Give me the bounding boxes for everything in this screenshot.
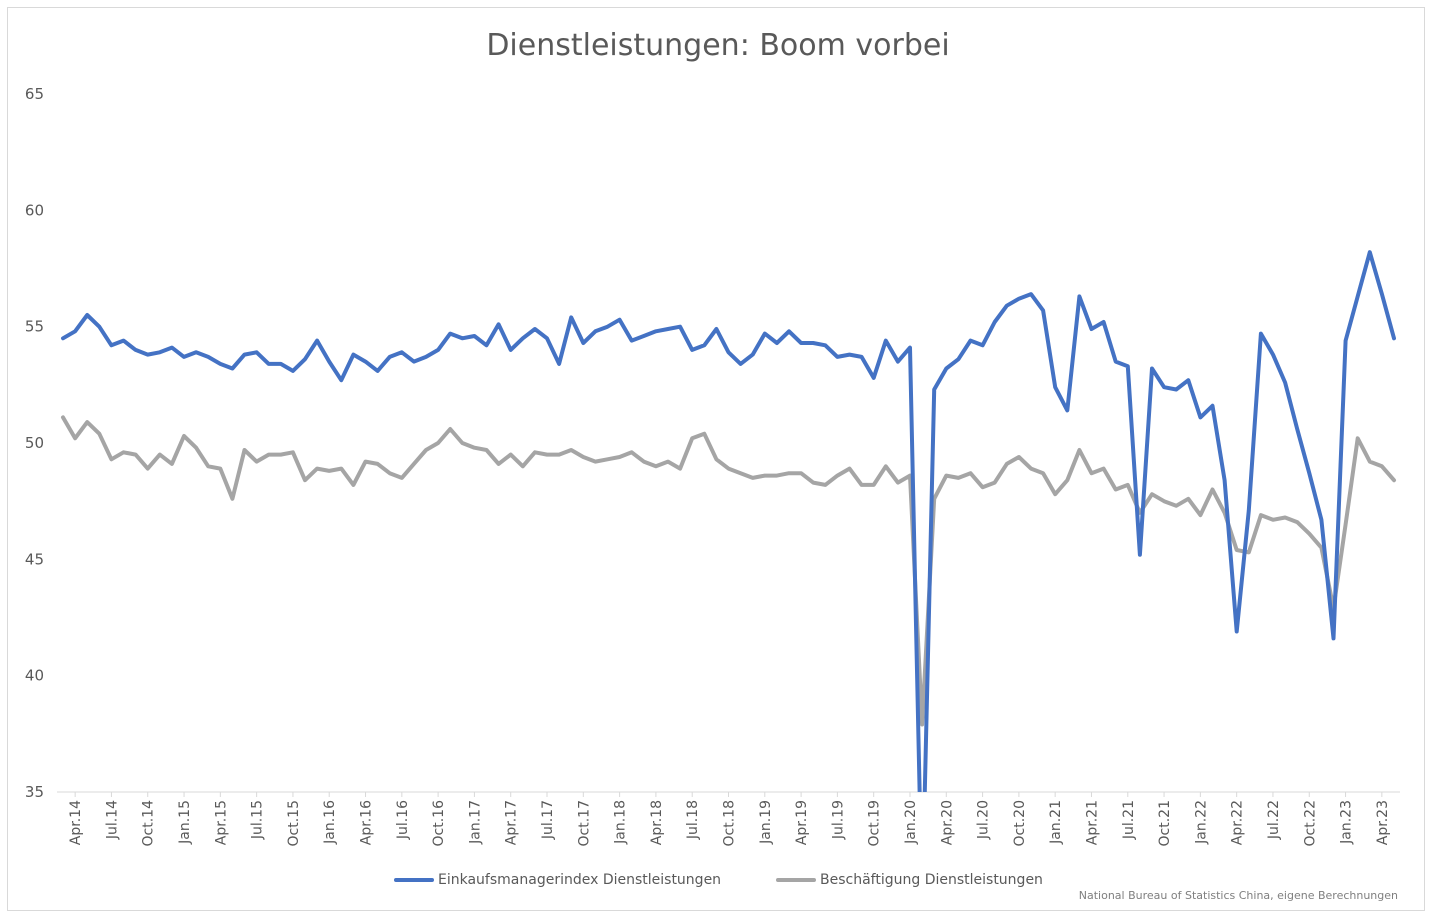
x-tick-label: Jul.19	[830, 800, 846, 840]
x-tick-label: Jan.22	[1193, 800, 1209, 845]
y-axis-ticks: 35 40 45 50 55 60 65	[25, 85, 44, 801]
x-tick-label: Jul.15	[250, 800, 266, 840]
x-tick-label: Jan.15	[177, 800, 193, 845]
y-tick-label: 65	[25, 85, 44, 103]
x-tick-label: Jan.17	[467, 800, 483, 845]
y-tick-label: 50	[25, 434, 44, 452]
legend-swatch-pmi	[394, 878, 434, 882]
legend: Einkaufsmanagerindex Dienstleistungen Be…	[0, 872, 1436, 892]
x-tick-label: Oct.14	[141, 800, 157, 847]
x-tick-label: Oct.21	[1157, 800, 1173, 846]
x-tick-label: Oct.18	[722, 800, 738, 846]
x-tick-label: Oct.19	[867, 800, 883, 846]
x-tick-label: Apr.16	[359, 800, 375, 845]
x-tick-label: Jan.20	[903, 800, 919, 845]
x-tick-label: Jan.18	[613, 800, 629, 845]
x-tick-label: Jan.19	[758, 800, 774, 845]
x-tick-label: Apr.22	[1230, 800, 1246, 845]
legend-swatch-employment	[776, 878, 816, 882]
y-tick-label: 45	[25, 550, 44, 568]
x-tick-label: Jul.14	[104, 800, 120, 840]
legend-label-employment: Beschäftigung Dienstleistungen	[820, 872, 1043, 888]
x-tick-label: Jan.16	[322, 800, 338, 845]
x-tick-label: Oct.16	[431, 800, 447, 847]
x-tick-label: Apr.18	[649, 800, 665, 845]
x-tick-label: Apr.23	[1375, 800, 1391, 845]
x-tick-label: Oct.20	[1012, 800, 1028, 846]
x-tick-label: Apr.19	[794, 800, 810, 845]
x-tick-label: Oct.22	[1302, 800, 1318, 846]
y-tick-label: 40	[25, 667, 44, 685]
x-tick-label: Jan.21	[1048, 800, 1064, 845]
x-tick-label: Oct.15	[286, 800, 302, 846]
legend-item-pmi: Einkaufsmanagerindex Dienstleistungen	[394, 872, 721, 888]
series-line-einkaufsmanagerindex	[61, 250, 1396, 792]
x-tick-label: Jul.18	[685, 800, 701, 840]
legend-label-pmi: Einkaufsmanagerindex Dienstleistungen	[438, 872, 722, 888]
chart-title: Dienstleistungen: Boom vorbei	[486, 28, 950, 63]
x-tick-label: Apr.14	[68, 800, 84, 845]
x-tick-label: Jul.20	[976, 800, 992, 840]
x-tick-label: Oct.17	[576, 800, 592, 846]
x-tick-label: Jul.22	[1266, 800, 1282, 840]
series-line-beschaeftigung	[61, 415, 1396, 727]
x-tick-label: Jul.16	[395, 800, 411, 840]
x-tick-label: Apr.17	[504, 800, 520, 845]
y-tick-label: 60	[25, 201, 44, 219]
legend-item-employment: Beschäftigung Dienstleistungen	[776, 872, 1043, 888]
y-tick-label: 55	[25, 318, 44, 336]
series-lines	[61, 250, 1396, 792]
x-tick-label: Apr.20	[939, 800, 955, 845]
source-note: National Bureau of Statistics China, eig…	[1078, 889, 1398, 902]
x-tick-label: Jul.21	[1121, 800, 1137, 840]
y-tick-label: 35	[25, 783, 44, 801]
x-axis-ticks: Apr.14 Jul.14 Oct.14 Jan.15 Apr.15 Jul.15 Oct.…	[68, 792, 1391, 846]
x-tick-label: Jul.17	[540, 800, 556, 840]
x-tick-label: Jan.23	[1339, 800, 1355, 845]
x-tick-label: Apr.21	[1084, 800, 1100, 845]
x-tick-label: Apr.15	[213, 800, 229, 845]
